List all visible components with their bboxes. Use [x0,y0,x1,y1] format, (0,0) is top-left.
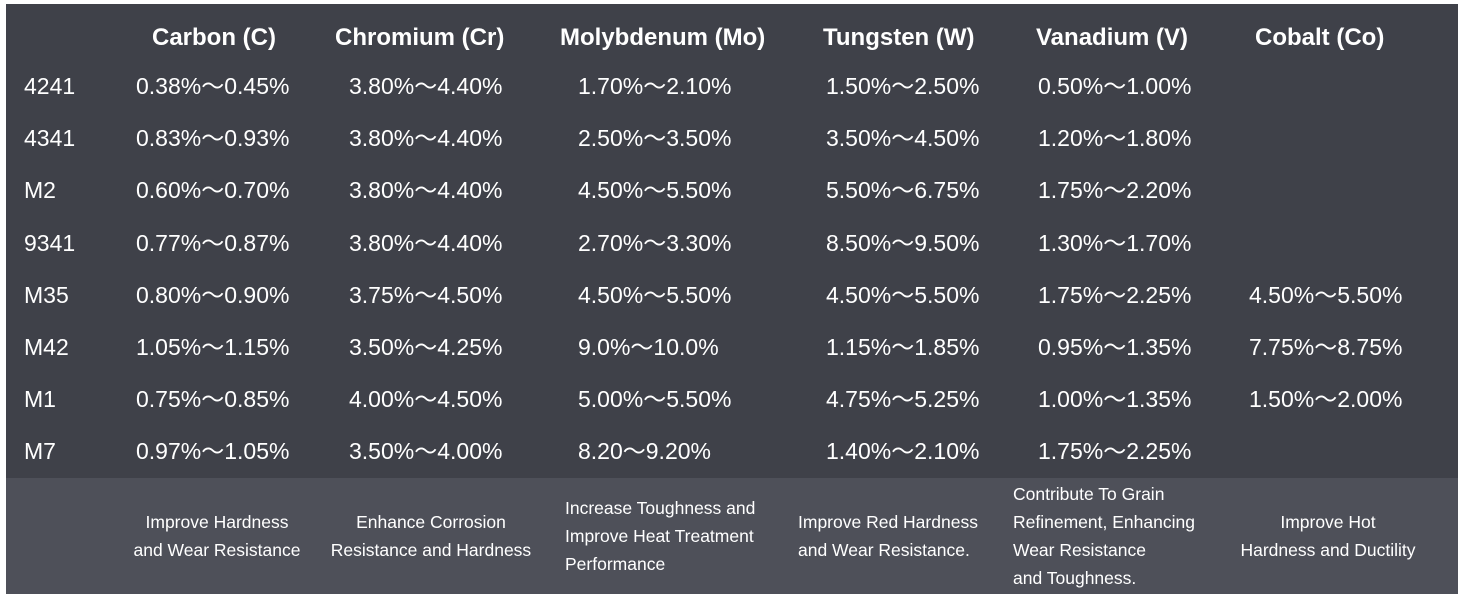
cell-chromium: 3.80%～4.40% [349,125,503,152]
cell-carbon: 0.77%～0.87% [136,229,290,256]
table-row: 4341 0.83%～0.93% 3.80%～4.40% 2.50%～3.50% 3.5… [6,112,1458,164]
cell-carbon: 0.83%～0.93% [136,125,290,152]
cell-chromium: 3.50%～4.00% [349,438,503,465]
cell-tungsten: 8.50%～9.50% [826,229,980,256]
row-label: M1 [24,386,56,413]
cell-carbon: 0.38%～0.45% [136,73,290,99]
cell-molybdenum: 4.50%～5.50% [578,177,732,204]
column-header-molybdenum: Molybdenum (Mo) [560,24,766,51]
table-row: M7 0.97%～1.05% 3.50%～4.00% 8.20～9.20% 1.40%～… [6,425,1458,477]
cell-vanadium: 1.30%～1.70% [1038,229,1192,256]
row-label: M42 [24,334,69,360]
cell-chromium: 3.75%～4.50% [349,281,503,308]
alloy-composition-panel: Carbon (C) Chromium (Cr) Molybdenum (Mo)… [6,4,1458,594]
table-row: M2 0.60%～0.70% 3.80%～4.40% 4.50%～5.50% 5.50%… [6,164,1458,216]
cell-vanadium: 0.50%～1.00% [1038,73,1192,99]
cell-vanadium: 1.75%～2.25% [1038,281,1192,308]
table-row: 9341 0.77%～0.87% 3.80%～4.40% 2.70%～3.30% 8.5… [6,217,1458,269]
cell-cobalt: 7.75%～8.75% [1249,334,1403,360]
cobalt-effect-text: Improve Hot Hardness and Ductility [1240,512,1416,560]
cell-tungsten: 1.50%～2.50% [826,73,980,99]
cell-tungsten: 3.50%～4.50% [826,125,980,152]
cell-carbon: 1.05%～1.15% [136,334,290,360]
row-label: 4341 [24,125,76,152]
column-header-cobalt: Cobalt (Co) [1255,24,1385,51]
vanadium-effect-text: Contribute To Grain Refinement, Enhancing… [1013,484,1195,588]
cell-vanadium: 1.00%～1.35% [1038,386,1192,413]
cell-carbon: 0.75%～0.85% [136,386,290,413]
cell-tungsten: 4.75%～5.25% [826,386,980,413]
column-header-vanadium: Vanadium (V) [1036,24,1189,51]
cell-molybdenum: 9.0%～10.0% [578,334,719,360]
cell-vanadium: 1.75%～2.20% [1038,177,1192,204]
table-header-row: Carbon (C) Chromium (Cr) Molybdenum (Mo)… [6,12,1458,64]
cell-tungsten: 1.40%～2.10% [826,438,980,465]
cell-tungsten: 1.15%～1.85% [826,334,980,360]
cell-chromium: 3.50%～4.25% [349,334,503,360]
cell-vanadium: 1.20%～1.80% [1038,125,1192,152]
row-label: 9341 [24,229,76,256]
cell-vanadium: 1.75%～2.25% [1038,438,1192,465]
table-row: 4241 0.38%～0.45% 3.80%～4.40% 1.70%～2.10% 1.5… [6,60,1458,112]
table-row: M35 0.80%～0.90% 3.75%～4.50% 4.50%～5.50% 4.50… [6,269,1458,321]
cell-chromium: 3.80%～4.40% [349,73,503,99]
cell-cobalt: 4.50%～5.50% [1249,281,1403,308]
table-row: M42 1.05%～1.15% 3.50%～4.25% 9.0%～10.0% 1.15%… [6,321,1458,373]
column-header-tungsten: Tungsten (W) [823,24,975,51]
row-label: M7 [24,438,56,465]
cell-molybdenum: 2.50%～3.50% [578,125,732,152]
cell-vanadium: 0.95%～1.35% [1038,334,1192,360]
cell-chromium: 3.80%～4.40% [349,229,503,256]
cell-cobalt: 1.50%～2.00% [1249,386,1403,413]
molybdenum-effect-text: Increase Toughness and Improve Heat Treat… [565,498,756,574]
row-label: M2 [24,177,56,204]
column-header-chromium: Chromium (Cr) [335,24,505,51]
cell-molybdenum: 5.00%～5.50% [578,386,732,413]
cell-molybdenum: 2.70%～3.30% [578,229,732,256]
composition-table: Carbon (C) Chromium (Cr) Molybdenum (Mo)… [6,4,1458,478]
cell-chromium: 3.80%～4.40% [349,177,503,204]
table-row: M1 0.75%～0.85% 4.00%～4.50% 5.00%～5.50% 4.75%… [6,373,1458,425]
cell-carbon: 0.60%～0.70% [136,177,290,204]
cell-tungsten: 5.50%～6.75% [826,177,980,204]
element-effects-footer: Improve Hardness and Wear Resistance Enha… [6,478,1458,594]
tungsten-effect-text: Improve Red Hardness and Wear Resistance. [798,512,978,560]
cell-chromium: 4.00%～4.50% [349,386,503,413]
carbon-effect-text: Improve Hardness and Wear Resistance [133,512,301,560]
cell-carbon: 0.97%～1.05% [136,438,290,465]
cell-molybdenum: 1.70%～2.10% [578,73,732,99]
row-label: M35 [24,281,69,308]
chromium-effect-text: Enhance Corrosion Resistance and Hardness [330,512,532,560]
cell-carbon: 0.80%～0.90% [136,281,290,308]
cell-molybdenum: 8.20～9.20% [578,438,711,465]
column-header-carbon: Carbon (C) [152,24,276,51]
cell-molybdenum: 4.50%～5.50% [578,281,732,308]
row-label: 4241 [24,73,76,99]
cell-tungsten: 4.50%～5.50% [826,281,980,308]
